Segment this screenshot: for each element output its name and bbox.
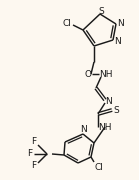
Text: N: N <box>118 19 124 28</box>
Text: N: N <box>81 125 87 134</box>
Text: Cl: Cl <box>63 19 71 28</box>
Text: S: S <box>113 105 119 114</box>
Text: O: O <box>85 69 91 78</box>
Text: N: N <box>106 96 112 105</box>
Text: F: F <box>31 138 37 147</box>
Text: S: S <box>98 6 104 15</box>
Text: Cl: Cl <box>95 163 103 172</box>
Text: NH: NH <box>98 123 112 132</box>
Text: F: F <box>27 150 33 159</box>
Text: NH: NH <box>99 69 113 78</box>
Text: N: N <box>115 37 121 46</box>
Text: F: F <box>31 161 37 170</box>
